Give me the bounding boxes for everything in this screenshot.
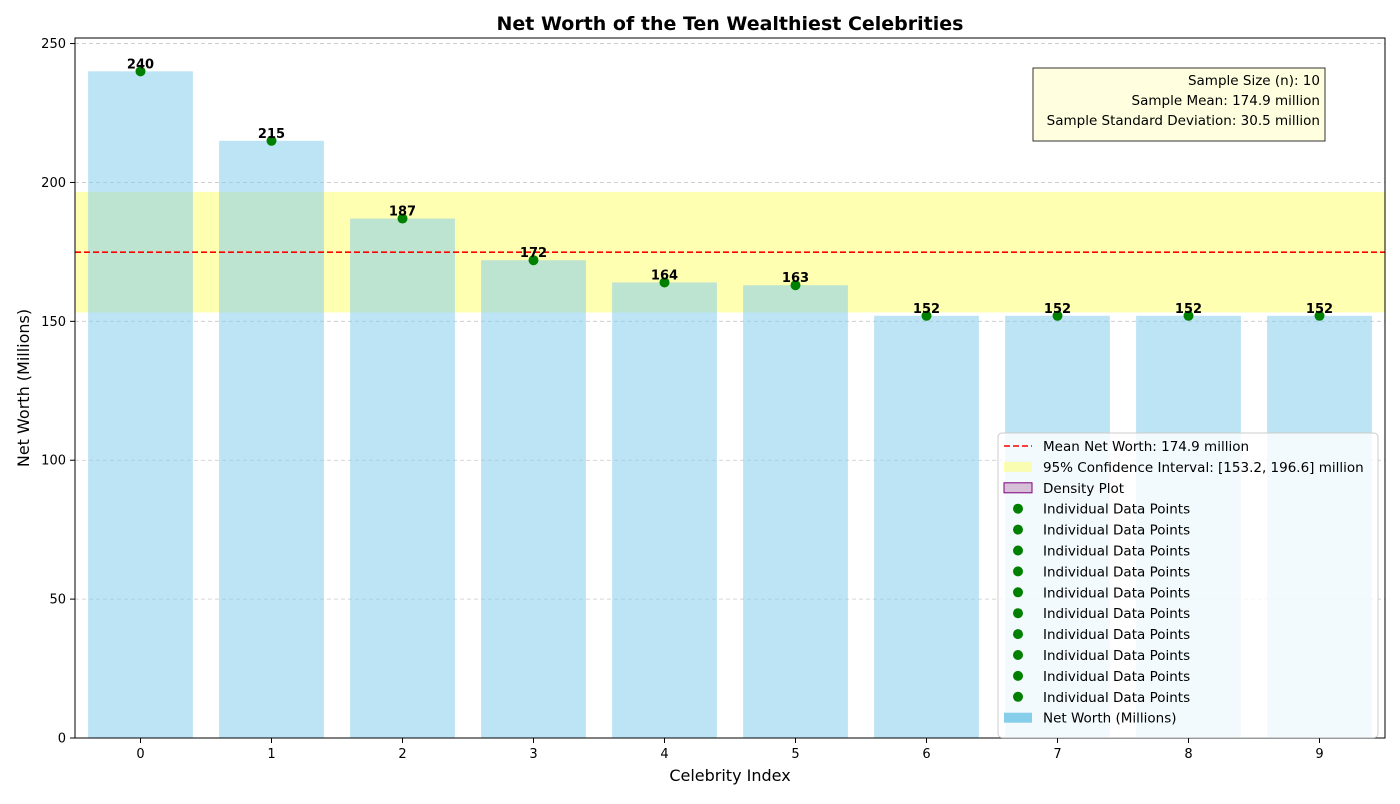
legend: Mean Net Worth: 174.9 million 95% Confide… — [997, 432, 1379, 739]
x-axis-label: Celebrity Index — [669, 766, 790, 785]
legend-label-12: Individual Data Points — [1043, 690, 1190, 706]
x-tick-label-7: 7 — [1053, 747, 1061, 762]
y-tick-label-2: 100 — [41, 454, 66, 469]
bar-0 — [88, 71, 193, 739]
legend-handle-4 — [1013, 524, 1023, 535]
legend-handle-5 — [1013, 545, 1023, 556]
legend-label-6: Individual Data Points — [1043, 564, 1190, 580]
x-tick-label-9: 9 — [1315, 747, 1323, 762]
legend-label-2: Density Plot — [1043, 481, 1124, 497]
bar-5 — [743, 285, 848, 738]
legend-label-9: Individual Data Points — [1043, 627, 1190, 643]
data-label-1: 215 — [258, 127, 285, 142]
data-point-6 — [921, 310, 932, 321]
legend-handle-2 — [1003, 482, 1033, 494]
stats-box: Sample Size (n): 10 Sample Mean: 174.9 mi… — [1032, 67, 1326, 142]
data-point-5 — [790, 280, 801, 291]
y-tick-label-5: 250 — [41, 37, 66, 52]
bar-1 — [219, 140, 324, 738]
legend-handle-7 — [1013, 587, 1023, 598]
data-label-5: 163 — [782, 271, 809, 286]
x-tick-label-4: 4 — [660, 747, 668, 762]
legend-label-10: Individual Data Points — [1043, 648, 1190, 664]
legend-handle-13 — [1004, 712, 1032, 723]
chart-title: Net Worth of the Ten Wealthiest Celebrit… — [497, 13, 964, 35]
x-tick-label-2: 2 — [398, 747, 406, 762]
data-label-0: 240 — [127, 57, 154, 72]
x-tick-label-3: 3 — [529, 747, 537, 762]
stats-line-0: Sample Size (n): 10 — [1188, 73, 1320, 89]
legend-label-8: Individual Data Points — [1043, 606, 1190, 622]
data-point-0 — [135, 66, 146, 77]
stats-line-1: Sample Mean: 174.9 million — [1132, 93, 1320, 109]
data-label-layer: 240 215 187 172 164 163 152 152 152 152 — [127, 57, 1333, 316]
legend-handle-6 — [1013, 566, 1023, 577]
y-tick-label-3: 150 — [41, 315, 66, 330]
legend-label-11: Individual Data Points — [1043, 669, 1190, 685]
data-point-3 — [528, 255, 539, 266]
data-label-7: 152 — [1044, 302, 1071, 317]
data-label-6: 152 — [913, 302, 940, 317]
point-layer — [135, 66, 1325, 321]
y-tick-label-0: 0 — [58, 732, 66, 747]
data-label-9: 152 — [1306, 302, 1333, 317]
legend-label-3: Individual Data Points — [1043, 502, 1190, 518]
data-point-7 — [1052, 310, 1063, 321]
legend-handle-12 — [1013, 691, 1023, 702]
data-point-1 — [266, 135, 277, 146]
y-tick-label-1: 50 — [49, 593, 66, 608]
data-label-8: 152 — [1175, 302, 1202, 317]
legend-label-13: Net Worth (Millions) — [1043, 711, 1177, 727]
data-point-8 — [1183, 310, 1194, 321]
legend-handle-3 — [1013, 503, 1023, 514]
x-tick-label-5: 5 — [791, 747, 799, 762]
stats-box-frame — [1032, 67, 1326, 142]
bar-3 — [481, 260, 586, 738]
legend-frame — [997, 432, 1379, 739]
data-point-2 — [397, 213, 408, 224]
legend-label-4: Individual Data Points — [1043, 523, 1190, 539]
stats-line-2: Sample Standard Deviation: 30.5 million — [1047, 113, 1320, 129]
legend-label-1: 95% Confidence Interval: [153.2, 196.6] … — [1043, 460, 1364, 476]
legend-label-5: Individual Data Points — [1043, 544, 1190, 560]
y-tick-label-4: 200 — [41, 176, 66, 191]
bar-2 — [350, 218, 455, 739]
y-axis-label: Net Worth (Millions) — [14, 309, 33, 467]
legend-handle-8 — [1013, 608, 1023, 619]
legend-handle-1 — [1004, 461, 1032, 472]
legend-handle-10 — [1013, 650, 1023, 660]
legend-handle-11 — [1013, 670, 1023, 681]
x-tick-label-6: 6 — [922, 747, 930, 762]
data-point-9 — [1314, 310, 1325, 321]
axis-layer: 0 50 100 150 200 250 0 1 2 3 4 5 6 7 8 9 — [41, 37, 1323, 762]
legend-label-0: Mean Net Worth: 174.9 million — [1043, 439, 1249, 455]
bar-6 — [874, 315, 979, 738]
data-label-4: 164 — [651, 268, 678, 283]
data-label-3: 172 — [520, 246, 547, 261]
legend-label-7: Individual Data Points — [1043, 585, 1190, 601]
data-label-2: 187 — [389, 205, 416, 220]
data-point-4 — [659, 277, 670, 288]
legend-handle-9 — [1013, 629, 1023, 640]
plot-frame — [74, 37, 1386, 739]
x-tick-label-8: 8 — [1184, 747, 1192, 762]
bar-4 — [612, 282, 717, 738]
x-tick-label-1: 1 — [267, 747, 275, 762]
x-tick-label-0: 0 — [136, 747, 144, 762]
